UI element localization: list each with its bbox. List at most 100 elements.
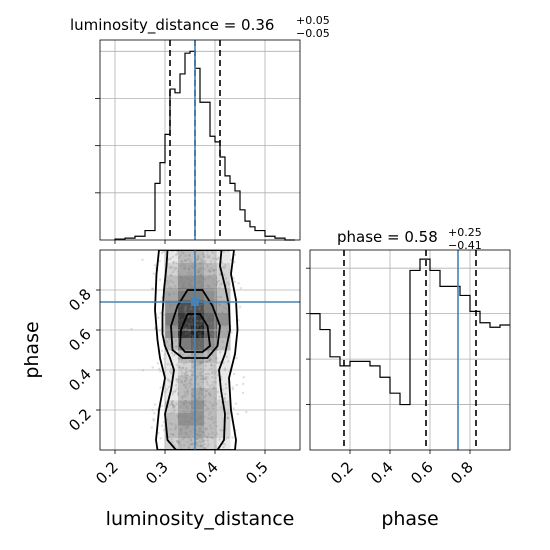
sample-point xyxy=(191,265,194,268)
sample-point xyxy=(189,333,192,337)
sample-point xyxy=(212,268,215,272)
ld-title-sup: +0.05 xyxy=(296,14,330,27)
sample-point xyxy=(222,250,226,254)
sample-point xyxy=(226,416,230,420)
phase-title-sup: +0.25 xyxy=(448,226,482,239)
sample-point xyxy=(177,273,180,276)
sample-point xyxy=(202,377,206,381)
sample-point xyxy=(177,441,181,444)
sample-point xyxy=(208,385,212,388)
sample-point xyxy=(181,251,184,254)
density-cell xyxy=(165,262,179,276)
sample-point xyxy=(184,376,187,379)
sample-point xyxy=(198,269,202,273)
sample-point xyxy=(197,416,201,420)
sample-point xyxy=(172,403,175,407)
sample-point xyxy=(168,303,172,306)
sample-point xyxy=(205,381,209,384)
sample-point xyxy=(184,395,188,398)
sample-point xyxy=(178,366,181,370)
sample-point xyxy=(215,402,218,406)
sample-point xyxy=(207,433,211,436)
sample-point xyxy=(180,358,184,361)
sample-point xyxy=(186,392,190,396)
sample-point xyxy=(200,374,204,378)
sample-point xyxy=(211,383,214,387)
sample-point xyxy=(200,283,204,286)
ld-phase-2d-panel: 0.2 0.3 0.4 0.5 0.2 0.4 0.6 0.8 xyxy=(65,249,301,488)
sample-point xyxy=(191,346,194,349)
sample-point xyxy=(190,423,193,426)
sample-point xyxy=(180,260,183,263)
sample-point xyxy=(181,371,184,375)
sample-point xyxy=(205,316,208,319)
sample-point xyxy=(187,316,190,319)
sample-point xyxy=(190,377,193,381)
sample-point xyxy=(211,292,215,296)
sample-point xyxy=(199,360,203,364)
sample-point xyxy=(196,444,199,447)
ld-title: luminosity_distance = 0.36 xyxy=(70,16,274,35)
sample-point xyxy=(198,396,201,400)
sample-point xyxy=(212,421,215,424)
sample-point xyxy=(196,323,199,327)
sample-point xyxy=(199,427,202,430)
phase-histogram-step xyxy=(310,258,510,406)
sample-point xyxy=(201,267,204,270)
sample-point xyxy=(208,255,211,258)
sample-point xyxy=(197,402,200,405)
density-cell xyxy=(204,275,218,288)
sample-point xyxy=(188,420,191,423)
density-cell xyxy=(165,287,179,301)
sample-point xyxy=(171,271,174,274)
sample-point xyxy=(189,438,193,441)
sample-point xyxy=(172,354,176,357)
sample-point xyxy=(209,322,213,325)
sample-point xyxy=(215,348,219,351)
sample-point xyxy=(201,283,204,286)
sample-point xyxy=(188,285,191,288)
sample-point xyxy=(157,316,160,319)
sample-point xyxy=(191,315,194,319)
sample-point xyxy=(218,286,221,289)
sample-point xyxy=(202,374,205,378)
sample-point xyxy=(183,286,187,289)
sample-point xyxy=(200,319,203,323)
sample-point xyxy=(160,349,164,353)
sample-point xyxy=(187,271,190,275)
contour-level-3 xyxy=(154,250,239,450)
sample-point xyxy=(209,260,213,263)
sample-point xyxy=(188,325,191,329)
sample-point xyxy=(207,352,210,355)
density-cell xyxy=(217,287,231,301)
sample-point xyxy=(218,304,221,307)
sample-point xyxy=(230,331,233,334)
sample-point xyxy=(197,255,200,259)
sample-point xyxy=(202,260,205,264)
sample-point xyxy=(184,306,188,309)
sample-point xyxy=(178,281,181,284)
sample-point xyxy=(207,407,211,411)
sample-point xyxy=(175,316,179,320)
sample-point xyxy=(205,378,208,381)
sample-point xyxy=(165,340,169,344)
sample-point xyxy=(151,366,154,369)
sample-point xyxy=(181,397,184,400)
sample-point xyxy=(186,373,189,377)
sample-point xyxy=(184,420,188,423)
density-cell xyxy=(178,275,192,288)
sample-point xyxy=(198,308,201,311)
sample-point xyxy=(169,267,172,270)
sample-point xyxy=(208,274,212,278)
sample-point xyxy=(191,334,195,338)
sample-point xyxy=(192,340,195,343)
sample-point xyxy=(233,280,236,283)
sample-point xyxy=(199,361,202,365)
sample-point xyxy=(188,277,192,280)
sample-point xyxy=(199,273,202,277)
sample-point xyxy=(218,438,221,441)
sample-point xyxy=(163,313,166,317)
sample-point xyxy=(196,375,199,378)
sample-point xyxy=(206,354,209,357)
sample-point xyxy=(203,342,207,345)
